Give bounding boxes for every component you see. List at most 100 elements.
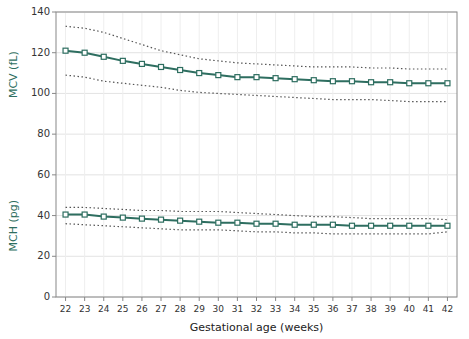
point-marker (197, 219, 202, 224)
point-marker (273, 76, 278, 81)
grid-line-x (275, 12, 276, 297)
grid-line-x (332, 12, 333, 297)
plot-frame (56, 12, 457, 297)
grid-line-x (390, 12, 391, 297)
tick-label-x: 31 (232, 304, 243, 314)
tick-label-y: 40 (37, 210, 50, 221)
point-marker (292, 77, 297, 82)
tick-label-y: 80 (37, 128, 50, 139)
point-marker (139, 216, 144, 221)
tick-label-x: 42 (442, 304, 453, 314)
point-marker (388, 80, 393, 85)
tick-y (52, 297, 56, 298)
grid-line-x (294, 12, 295, 297)
y-axis-label: MCH (pg) (7, 200, 20, 252)
point-marker (426, 81, 431, 86)
point-marker (159, 64, 164, 69)
grid (56, 12, 457, 297)
grid-line-x (409, 12, 410, 297)
tick-label-y: 140 (31, 6, 50, 17)
tick-y (52, 215, 56, 216)
point-marker (139, 61, 144, 66)
grid-line-x (199, 12, 200, 297)
grid-line-x (428, 12, 429, 297)
point-marker (330, 79, 335, 84)
tick-label-x: 32 (251, 304, 262, 314)
tick-label-x: 29 (193, 304, 205, 314)
tick-y (52, 134, 56, 135)
point-marker (120, 215, 125, 220)
grid-line-x (447, 12, 448, 297)
tick-label-x: 39 (384, 304, 396, 314)
tick-x (390, 297, 391, 301)
grid-line-x (141, 12, 142, 297)
tick-x (371, 297, 372, 301)
tick-x (447, 297, 448, 301)
chart: 0204060801001201402223242526272829303132… (0, 0, 469, 339)
tick-label-x: 25 (117, 304, 128, 314)
point-marker (101, 54, 106, 59)
tick-label-x: 23 (79, 304, 90, 314)
point-marker (254, 75, 259, 80)
tick-y (52, 174, 56, 175)
tick-x (161, 297, 162, 301)
point-marker (311, 78, 316, 83)
point-marker (426, 223, 431, 228)
tick-label-y: 0 (44, 291, 50, 302)
tick-x (199, 297, 200, 301)
grid-line-x (180, 12, 181, 297)
grid-line-x (218, 12, 219, 297)
point-marker (292, 222, 297, 227)
point-marker (82, 212, 87, 217)
grid-line-x (65, 12, 66, 297)
tick-y (52, 93, 56, 94)
point-marker (178, 68, 183, 73)
series-line (66, 224, 448, 234)
point-marker (445, 81, 450, 86)
tick-label-x: 34 (289, 304, 301, 314)
tick-label-y: 20 (37, 250, 50, 261)
tick-x (237, 297, 238, 301)
tick-x (84, 297, 85, 301)
tick-x (122, 297, 123, 301)
tick-label-x: 26 (136, 304, 148, 314)
x-axis-label: Gestational age (weeks) (190, 321, 324, 334)
tick-label-y: 100 (31, 87, 50, 98)
series-line (66, 207, 448, 219)
tick-label-x: 35 (308, 304, 319, 314)
point-marker (349, 79, 354, 84)
tick-label-x: 27 (155, 304, 166, 314)
grid-line-x (161, 12, 162, 297)
tick-y (52, 12, 56, 13)
tick-label-x: 30 (213, 304, 225, 314)
tick-x (65, 297, 66, 301)
tick-y (52, 52, 56, 53)
tick-label-y: 120 (31, 47, 50, 58)
series-line (66, 26, 448, 69)
y-axis-label: MCV (fL) (7, 51, 20, 98)
point-marker (445, 223, 450, 228)
tick-x (275, 297, 276, 301)
point-marker (235, 75, 240, 80)
tick-y (52, 256, 56, 257)
grid-line-x (313, 12, 314, 297)
tick-x (409, 297, 410, 301)
grid-line-x (122, 12, 123, 297)
tick-label-x: 33 (270, 304, 281, 314)
series-line (66, 51, 448, 84)
tick-x (218, 297, 219, 301)
point-marker (407, 223, 412, 228)
point-marker (311, 222, 316, 227)
point-marker (82, 50, 87, 55)
tick-x (180, 297, 181, 301)
tick-x (332, 297, 333, 301)
tick-label-x: 38 (365, 304, 377, 314)
point-marker (369, 80, 374, 85)
tick-label-x: 41 (423, 304, 434, 314)
point-marker (235, 220, 240, 225)
grid-line-x (351, 12, 352, 297)
tick-x (141, 297, 142, 301)
tick-x (428, 297, 429, 301)
tick-label-x: 22 (60, 304, 71, 314)
grid-line-x (371, 12, 372, 297)
